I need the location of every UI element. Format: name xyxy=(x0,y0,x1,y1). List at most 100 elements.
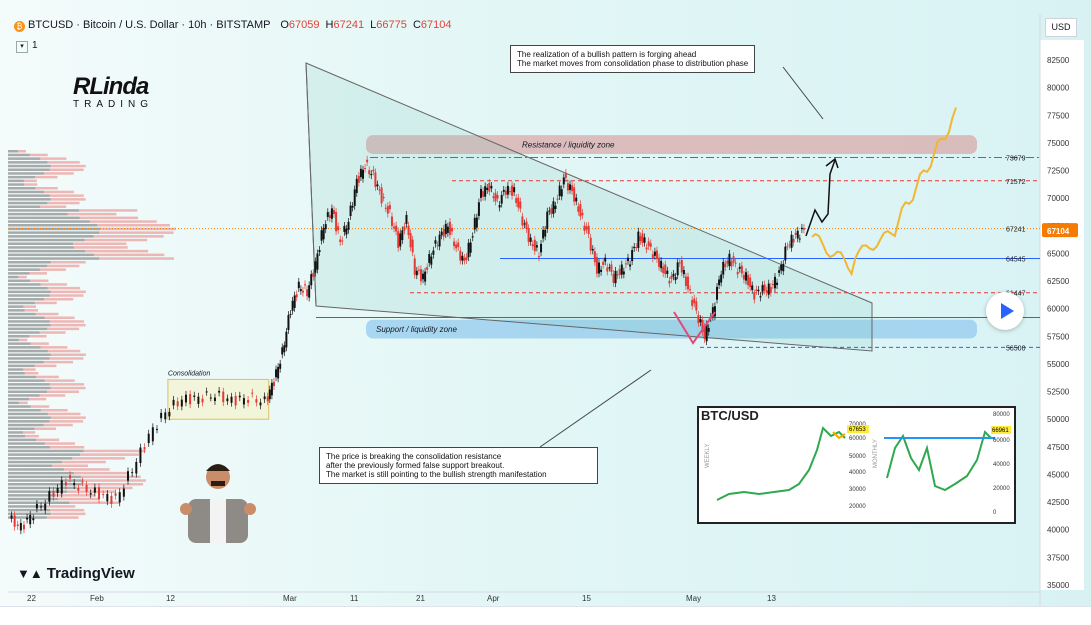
candle-body xyxy=(585,226,588,230)
volume-profile-bar xyxy=(8,298,44,301)
inset-monthly-line xyxy=(886,430,992,492)
candle-body xyxy=(529,237,532,242)
inset-charts: WEEKLY MONTHLY 70000 67653 60000 50000 4… xyxy=(705,412,1011,516)
candle-body xyxy=(135,461,138,474)
time-tick: May xyxy=(686,594,701,603)
volume-profile-bar xyxy=(49,357,84,360)
volume-profile-bar xyxy=(47,390,79,393)
candle-body xyxy=(330,208,333,219)
symbol-header[interactable]: ₿ BTCUSD · Bitcoin / U.S. Dollar · 10h · … xyxy=(14,19,451,32)
volume-profile-bar xyxy=(8,264,48,268)
candle-body xyxy=(270,382,273,396)
candle-body xyxy=(98,487,101,500)
volume-profile-bar xyxy=(8,446,50,449)
price-tick: 40000 xyxy=(1047,526,1070,535)
volume-profile-bar xyxy=(52,464,89,467)
volume-profile-bar xyxy=(50,353,86,356)
candle-body xyxy=(29,514,32,525)
candle-body xyxy=(335,211,338,232)
volume-profile-bar xyxy=(8,379,45,382)
time-tick: 12 xyxy=(166,594,175,603)
candle-body xyxy=(366,159,369,163)
candle-body xyxy=(684,276,687,286)
volume-profile-bar xyxy=(93,253,165,257)
candle-body xyxy=(550,208,553,215)
candle-body xyxy=(242,398,245,405)
volume-profile-bar xyxy=(8,231,100,234)
candle-body xyxy=(765,290,768,293)
candle-body xyxy=(310,274,313,286)
candle-body xyxy=(184,394,187,403)
candle-body xyxy=(633,246,636,249)
volume-profile-bar xyxy=(49,446,85,449)
candle-body xyxy=(275,369,278,378)
volume-profile-bar xyxy=(43,298,74,301)
candle-body xyxy=(155,428,158,430)
volume-profile-bar xyxy=(49,168,84,171)
volume-profile-bar xyxy=(40,409,68,412)
candle-body xyxy=(16,524,19,526)
volume-profile-bar xyxy=(8,187,36,190)
bottom-annotation: The price is breaking the consolidation … xyxy=(319,447,598,484)
currency-button[interactable]: USD xyxy=(1045,18,1077,37)
candle-body xyxy=(511,185,514,196)
candle-body xyxy=(508,191,511,193)
volume-profile-bar xyxy=(8,508,50,512)
candle-body xyxy=(784,246,787,261)
volume-profile-bar xyxy=(8,409,41,412)
candle-body xyxy=(411,239,414,253)
price-level-label: 61447 xyxy=(1006,291,1026,298)
current-price-label: 67104 xyxy=(1047,227,1070,236)
candle-body xyxy=(707,328,710,332)
candle-body xyxy=(521,216,524,226)
candle-body xyxy=(573,187,576,202)
volume-profile-bar xyxy=(36,438,60,442)
projection-arrow xyxy=(805,159,836,237)
candle-body xyxy=(339,239,342,243)
volume-profile-bar xyxy=(8,179,24,183)
volume-profile-bar xyxy=(8,390,48,393)
inset-weekly-price: 67653 xyxy=(849,427,866,433)
volume-profile-bar xyxy=(8,335,30,338)
volume-profile-bar xyxy=(39,394,66,397)
candle-body xyxy=(513,187,516,193)
candle-body xyxy=(517,197,520,208)
candle-body xyxy=(417,269,420,271)
candle-body xyxy=(287,315,290,331)
candle-body xyxy=(771,284,774,286)
tradingview-logo[interactable]: ▼▲ TradingView xyxy=(17,565,135,582)
candle-body xyxy=(446,226,449,233)
volume-profile-bar xyxy=(8,268,40,271)
price-tick: 50000 xyxy=(1047,415,1070,424)
candle-body xyxy=(763,284,766,291)
volume-profile-bar xyxy=(8,327,48,331)
volume-profile-bar xyxy=(8,279,31,282)
candle-body xyxy=(345,228,348,235)
volume-profile-bar xyxy=(8,431,23,434)
price-axis-bg xyxy=(1040,40,1084,590)
volume-profile-bar xyxy=(8,235,94,238)
volume-profile-bar xyxy=(40,346,68,349)
candle-body xyxy=(151,427,154,442)
candle-body xyxy=(486,187,489,191)
candle-body xyxy=(405,214,408,224)
candle-body xyxy=(647,241,650,247)
candle-body xyxy=(583,225,586,231)
volume-profile-bar xyxy=(46,516,79,519)
candle-body xyxy=(477,202,480,216)
candle-body xyxy=(490,185,493,189)
inset-monthly-tick-3: 20000 xyxy=(993,486,1010,492)
candle-body xyxy=(160,412,163,419)
volume-profile-bar xyxy=(18,338,28,342)
indicator-count: 1 xyxy=(32,40,38,51)
candle-body xyxy=(767,283,770,295)
candle-body xyxy=(247,400,250,403)
indicator-toggle[interactable]: ▾ 1 xyxy=(16,40,38,53)
chevron-down-icon[interactable]: ▾ xyxy=(16,41,28,53)
play-button[interactable] xyxy=(986,292,1024,330)
candle-body xyxy=(711,307,714,317)
volume-profile-bar xyxy=(24,309,39,312)
volume-profile-bar xyxy=(80,475,141,479)
time-tick: 11 xyxy=(350,594,359,603)
